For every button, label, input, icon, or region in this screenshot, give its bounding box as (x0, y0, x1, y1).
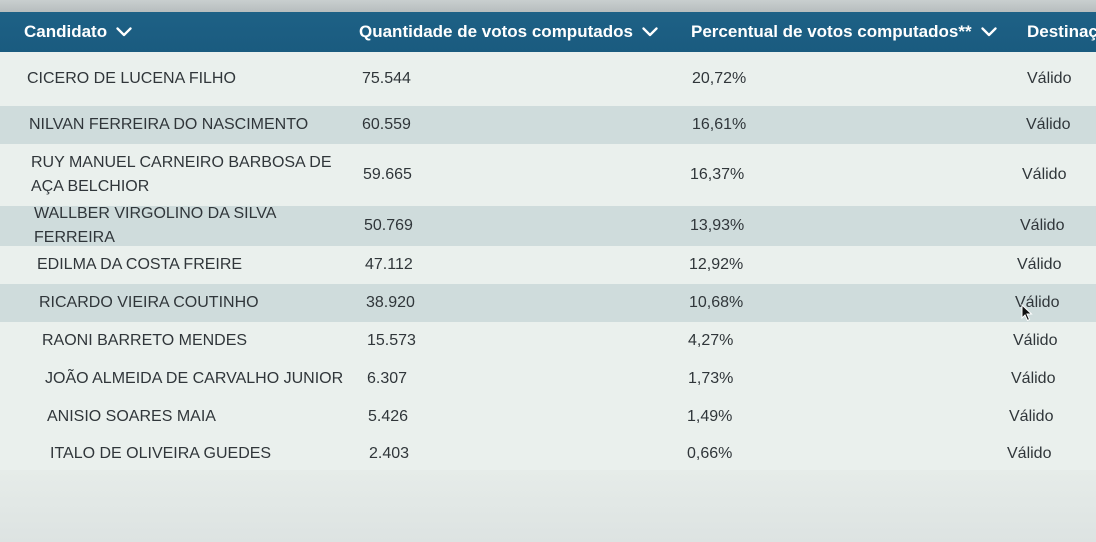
candidate-name: NILVAN FERREIRA DO NASCIMENTO (29, 116, 309, 133)
vote-percent: 0,66% (687, 445, 733, 462)
header-percentual[interactable]: Percentual de votos computados** (691, 12, 998, 52)
vote-count: 50.769 (364, 217, 413, 234)
vote-destination: Válido (1017, 256, 1062, 273)
table-header: Candidato Quantidade de votos computados… (0, 12, 1096, 52)
header-percentual-label: Percentual de votos computados** (691, 22, 972, 41)
vote-count: 5.426 (368, 408, 409, 425)
table-row[interactable]: RUY MANUEL CARNEIRO BARBOSA DE AÇA BELCH… (0, 144, 1096, 206)
vote-count: 59.665 (363, 166, 412, 183)
vote-destination: Válido (1027, 70, 1072, 87)
vote-destination: Válido (1022, 166, 1067, 183)
candidate-name: RICARDO VIEIRA COUTINHO (39, 294, 259, 311)
candidate-name: CICERO DE LUCENA FILHO (27, 70, 236, 87)
vote-percent: 1,49% (687, 408, 733, 425)
header-destinacao-label: Destinaç (1027, 22, 1096, 41)
chevron-down-icon[interactable] (115, 23, 133, 41)
candidate-name: RUY MANUEL CARNEIRO BARBOSA DE AÇA BELCH… (31, 154, 332, 195)
candidate-name: ANISIO SOARES MAIA (47, 408, 216, 425)
table-row[interactable]: RICARDO VIEIRA COUTINHO 38.920 10,68% Vá… (0, 284, 1096, 322)
chevron-down-icon[interactable] (641, 23, 659, 41)
candidate-name: JOÃO ALMEIDA DE CARVALHO JUNIOR (45, 370, 344, 387)
vote-count: 6.307 (367, 370, 408, 387)
cursor-icon (1020, 303, 1034, 322)
candidate-name: RAONI BARRETO MENDES (42, 332, 248, 349)
table-row[interactable]: WALLBER VIRGOLINO DA SILVA FERREIRA 50.7… (0, 205, 1096, 246)
vote-count: 2.403 (369, 445, 410, 462)
top-strip (0, 0, 1096, 12)
header-candidato-label: Candidato (24, 22, 108, 41)
vote-destination: Válido (1009, 408, 1054, 425)
vote-percent: 16,37% (690, 166, 745, 183)
vote-destination: Válido (1011, 370, 1056, 387)
chevron-down-icon[interactable] (980, 23, 998, 41)
header-quantidade[interactable]: Quantidade de votos computados (359, 12, 659, 52)
table-row[interactable]: CICERO DE LUCENA FILHO 75.544 20,72% Vál… (0, 52, 1096, 106)
vote-percent: 4,27% (688, 332, 734, 349)
vote-count: 38.920 (366, 294, 415, 311)
table-row[interactable]: NILVAN FERREIRA DO NASCIMENTO 60.559 16,… (0, 106, 1096, 144)
table-row[interactable]: JOÃO ALMEIDA DE CARVALHO JUNIOR 6.307 1,… (0, 360, 1096, 398)
header-quantidade-label: Quantidade de votos computados (359, 22, 633, 41)
candidate-name: ITALO DE OLIVEIRA GUEDES (50, 445, 272, 462)
vote-count: 75.544 (362, 70, 411, 87)
vote-percent: 20,72% (692, 70, 747, 87)
table-row[interactable]: RAONI BARRETO MENDES 15.573 4,27% Válido (0, 322, 1096, 360)
candidate-name: EDILMA DA COSTA FREIRE (37, 256, 243, 273)
table-body: CICERO DE LUCENA FILHO 75.544 20,72% Vál… (0, 52, 1096, 472)
candidate-name: WALLBER VIRGOLINO DA SILVA FERREIRA (34, 205, 276, 246)
vote-percent: 13,93% (690, 217, 745, 234)
vote-percent: 1,73% (688, 370, 734, 387)
vote-count: 60.559 (362, 116, 411, 133)
vote-destination: Válido (1013, 332, 1058, 349)
header-destinacao[interactable]: Destinaç (1027, 12, 1096, 52)
vote-percent: 16,61% (692, 116, 747, 133)
vote-count: 47.112 (365, 256, 413, 273)
table-row[interactable]: EDILMA DA COSTA FREIRE 47.112 12,92% Vál… (0, 246, 1096, 284)
vote-destination: Válido (1020, 217, 1065, 234)
vote-destination: Válido (1015, 294, 1060, 311)
header-candidato[interactable]: Candidato (24, 12, 133, 52)
vote-destination: Válido (1007, 445, 1052, 462)
vote-destination: Válido (1026, 116, 1071, 133)
empty-area (0, 470, 1096, 542)
vote-percent: 12,92% (689, 256, 744, 273)
vote-count: 15.573 (367, 332, 416, 349)
table-row[interactable]: ITALO DE OLIVEIRA GUEDES 2.403 0,66% Vál… (0, 436, 1096, 472)
table-row[interactable]: ANISIO SOARES MAIA 5.426 1,49% Válido (0, 398, 1096, 436)
vote-percent: 10,68% (689, 294, 744, 311)
